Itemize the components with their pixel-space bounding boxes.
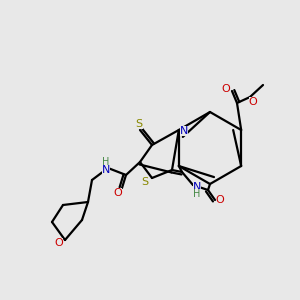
- Text: N: N: [180, 126, 188, 136]
- Text: H: H: [193, 189, 201, 199]
- Text: O: O: [114, 188, 122, 198]
- Text: O: O: [249, 97, 257, 107]
- Text: O: O: [216, 195, 224, 205]
- Text: S: S: [141, 177, 148, 187]
- Text: O: O: [55, 238, 63, 248]
- Text: H: H: [102, 157, 110, 167]
- Text: N: N: [102, 165, 110, 175]
- Text: S: S: [135, 119, 142, 129]
- Text: N: N: [193, 182, 201, 192]
- Text: O: O: [222, 84, 230, 94]
